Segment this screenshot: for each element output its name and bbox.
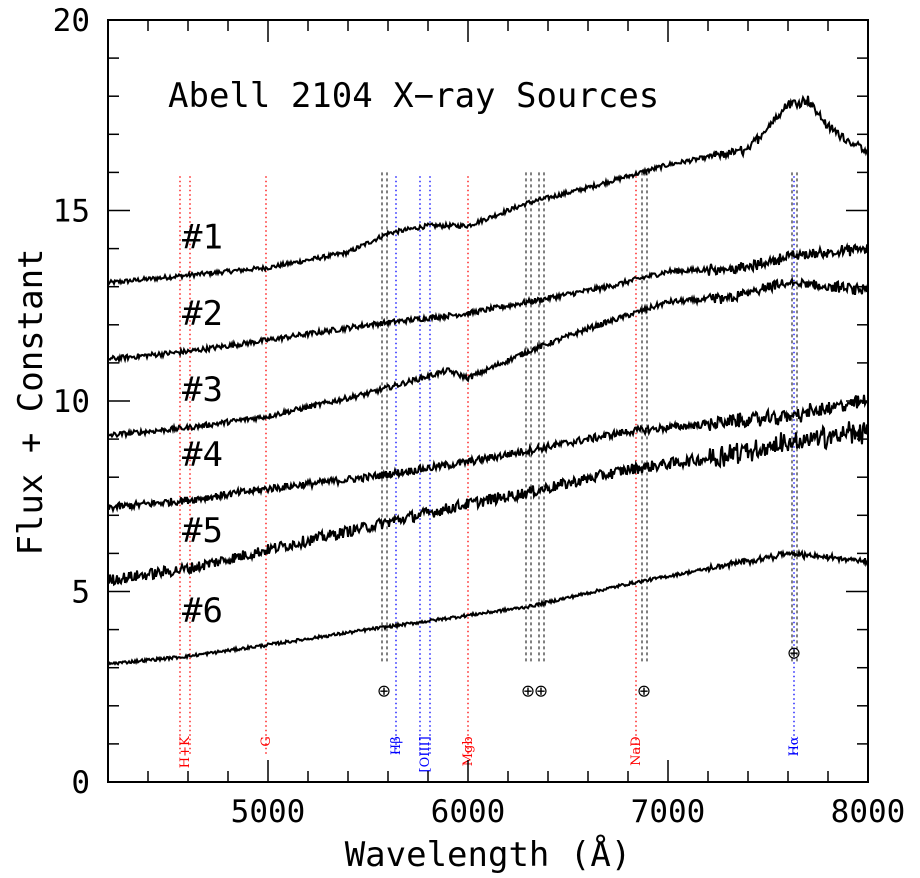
spectral-line-markers: H+K G Hβ [OIII] Mgb NaD Hα (178, 176, 802, 772)
spectral-line-label: Mgb (461, 736, 476, 766)
spectral-line-label: NaD (629, 736, 644, 766)
y-tick-label: 5 (71, 575, 90, 611)
x-tick-label: 8000 (831, 794, 906, 830)
axes: 5000 6000 7000 8000 0 5 10 15 20 (53, 3, 906, 830)
spectrum-label: #3 (182, 370, 223, 410)
telluric-bands: ⊕ ⊕⊕ ⊕⊕ (377, 172, 801, 702)
spectral-line-label: G (259, 736, 274, 746)
x-tick-label: 5000 (231, 794, 306, 830)
spectrum-series-line (107, 276, 869, 440)
spectrum-label: #5 (182, 511, 223, 551)
telluric-symbol: ⊕ (377, 682, 391, 702)
y-tick-label: 15 (53, 194, 90, 230)
y-tick-label: 20 (53, 3, 90, 39)
telluric-symbol: ⊕ (534, 682, 548, 702)
x-tick-label: 6000 (431, 794, 506, 830)
spectrum-series-line (107, 421, 869, 587)
y-axis-title: Flux + Constant (11, 248, 51, 555)
y-tick-label: 0 (71, 765, 90, 801)
spectral-line-label: Hα (787, 736, 802, 756)
telluric-symbol: ⊕ (787, 643, 801, 663)
spectrum-series-line (107, 548, 869, 666)
chart-title: Abell 2104 X−ray Sources (168, 76, 659, 116)
telluric-symbol: ⊕ (637, 682, 651, 702)
spectrum-series-line (107, 242, 869, 365)
spectrum-series-line (107, 394, 869, 514)
spectra-series: #1 #2 #3 #4 #5 #6 (107, 94, 869, 666)
spectral-line-label: Hβ (389, 736, 404, 755)
spectrum-label: #2 (182, 294, 223, 334)
x-axis-title: Wavelength (Å) (345, 834, 632, 875)
spectrum-series-line (107, 94, 869, 287)
x-tick-label: 7000 (631, 794, 706, 830)
telluric-symbol: ⊕ (521, 682, 535, 702)
spectrum-label: #1 (182, 218, 223, 258)
spectrum-label: #6 (182, 591, 223, 631)
spectral-line-label: H+K (178, 736, 193, 768)
spectrum-label: #4 (182, 435, 223, 475)
spectral-line-label: [OIII] (418, 736, 433, 772)
y-tick-label: 10 (53, 384, 90, 420)
